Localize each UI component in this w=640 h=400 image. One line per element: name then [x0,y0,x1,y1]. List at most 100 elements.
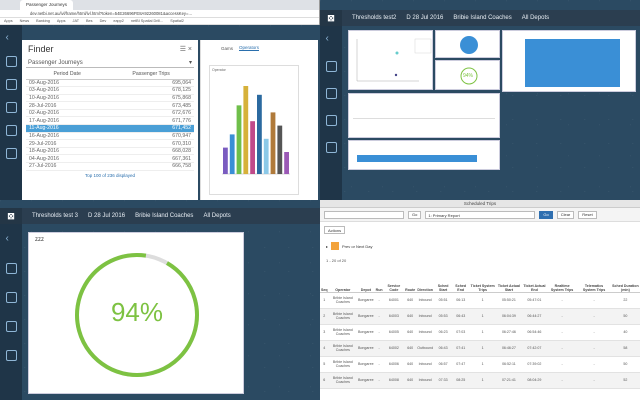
add-icon[interactable] [325,115,337,126]
table-row[interactable]: 10-Aug-2016 675,868 [26,94,194,103]
search-input[interactable] [324,210,404,219]
column-header[interactable]: Seq [320,270,329,293]
bookmark-item[interactable]: Dev [99,19,107,23]
grid-icon[interactable] [325,88,337,99]
table-row[interactable]: 4 Bribie Island Coaches Bongaree -64002 640 O… [320,340,640,357]
reset-button[interactable]: Reset [578,210,597,219]
table-row[interactable]: 6 Bribie Island Coaches Bongaree -64008 640 I… [320,372,640,389]
actions-button[interactable]: Actions [324,226,346,234]
column-header[interactable]: Realtime System Trips [546,270,578,293]
clear-button[interactable]: Clear [556,210,575,219]
column-header[interactable]: Direction [416,270,435,293]
table-cell: - [577,356,611,373]
threshold-dropdown[interactable]: Thresholds test 3 [32,213,79,219]
column-header[interactable]: Passenger Trips [108,70,194,80]
table-row[interactable]: 28-Jul-2016 673,485 [26,101,194,110]
table-row[interactable]: 18-Aug-2016 668,028 [26,147,194,156]
column-header[interactable]: Sched Start [434,270,453,293]
bar[interactable] [236,105,242,174]
table-row[interactable]: 03-Aug-2016 678,125 [26,86,194,95]
chart-icon[interactable] [5,102,17,113]
bookmark-item[interactable]: JAT [72,19,80,23]
date-dropdown[interactable]: D 28 Jul 2016 [88,213,126,219]
table-row[interactable]: 09-Aug-2016 695,064 [26,79,194,88]
table-row[interactable]: 11-Aug-2016 671,452 [26,124,194,133]
bookmark-item[interactable]: netBI Spatial Drill... [130,19,164,23]
bar[interactable] [270,112,276,174]
table-icon[interactable] [325,142,337,153]
bookmark-item[interactable]: eapp2 [113,19,124,23]
all-depots-dropdown[interactable]: All Depots [203,213,231,219]
add-icon[interactable] [5,321,17,332]
folder-icon[interactable] [5,263,17,274]
column-header[interactable]: Ticket Actual Start [496,270,522,293]
bookmark-item[interactable]: Banking [36,19,50,23]
all-depots-dropdown[interactable]: All Depots [521,15,550,21]
table-cell: 675,868 [108,94,194,103]
bar[interactable] [277,125,283,174]
go-button[interactable]: Go [539,210,553,219]
table-row[interactable]: 17-Aug-2016 671,776 [26,116,194,126]
depot-dropdown[interactable]: Bribie Island Coaches [135,213,194,219]
table-row[interactable]: 27-Jul-2016 666,758 [26,162,194,171]
back-icon[interactable]: ‹ [5,233,9,244]
bar[interactable] [229,134,235,174]
depot-dropdown[interactable]: Bribie Island Coaches [453,15,512,21]
bar[interactable] [257,94,262,174]
table-cell: 640 [404,292,417,309]
bookmark-item[interactable]: Spatial2 [170,19,184,23]
table-icon[interactable] [5,125,17,136]
table-cell: Bribie Island Coaches [328,308,358,325]
table-row[interactable]: 3 Bribie Island Coaches Bongaree -64005 640 I… [320,324,640,341]
column-header[interactable]: Run [374,270,384,293]
table-row[interactable]: 02-Aug-2016 672,676 [26,109,194,118]
tab-gams[interactable]: Gams [221,45,234,51]
folder-icon[interactable] [325,61,337,72]
column-header[interactable]: Ticket System Trips [469,270,496,293]
column-header[interactable]: Depot [357,270,375,293]
table-row[interactable]: 16-Aug-2016 670,947 [26,132,194,141]
column-header[interactable]: Sched End [452,270,470,293]
chart-panel: Gams Operators Operator [200,40,318,200]
threshold-dropdown[interactable]: Thresholds test2 [352,15,397,21]
column-header[interactable]: Ticket Actual End [521,270,547,293]
grid-icon[interactable] [5,79,17,90]
bookmark-item[interactable]: Bes [86,19,93,23]
table-row[interactable]: 04-Aug-2016 667,361 [26,154,194,164]
finder-select[interactable]: Passenger Journeys ▾ [26,58,194,68]
address-bar[interactable]: dev.netbi.net.au/ivl/frame/html/ivl.html… [0,10,319,18]
bar[interactable] [284,152,289,174]
bar[interactable] [243,86,249,174]
column-header[interactable]: Sched Duration (min) [610,270,640,293]
finder-menu-icon[interactable]: ☰ × [179,46,192,53]
table-row[interactable]: 1 Bribie Island Coaches Bongaree -64001 640 I… [320,292,640,309]
finder-footer[interactable]: Top 100 of 236 displayed [84,172,136,178]
report-select[interactable]: 1: Primary Report [425,210,536,219]
column-header[interactable]: Route [404,270,417,293]
table-row[interactable]: 29-Jul-2016 670,310 [26,139,194,148]
bar[interactable] [250,121,255,174]
table-row[interactable]: 5 Bribie Island Coaches Bongaree -64006 640 I… [320,356,640,373]
back-icon[interactable]: ‹ [5,32,9,43]
bookmark-item[interactable]: Apps [56,19,66,23]
table-row[interactable]: 2 Bribie Island Coaches Bongaree -64003 640 I… [320,308,640,325]
expand-icon[interactable]: ▸ [326,243,329,249]
column-header[interactable]: Period Date [26,70,109,80]
table-icon[interactable] [5,350,17,361]
pagination[interactable]: 1 - 20 of 20 [326,258,347,263]
folder-icon[interactable] [5,56,17,67]
bookmark-item[interactable]: News [19,19,30,23]
go-inline-button[interactable]: Go [408,210,422,219]
back-icon[interactable]: ‹ [325,33,329,44]
column-header[interactable]: Telematics System Trips [577,270,611,293]
grid-icon[interactable] [5,292,17,303]
browser-tab[interactable]: Passenger Journeys [20,0,74,10]
tab-operators[interactable]: Operators [239,45,260,51]
bar[interactable] [223,147,228,174]
bookmark-item[interactable]: Apps [4,19,13,23]
bar[interactable] [263,138,269,174]
column-header[interactable]: Operator [328,270,358,293]
document-icon[interactable] [5,148,17,159]
date-dropdown[interactable]: D 28 Jul 2016 [406,15,444,21]
column-header[interactable]: Service Code [383,270,405,293]
